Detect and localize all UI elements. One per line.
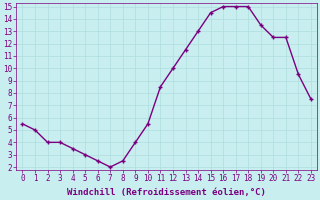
X-axis label: Windchill (Refroidissement éolien,°C): Windchill (Refroidissement éolien,°C) [67, 188, 266, 197]
